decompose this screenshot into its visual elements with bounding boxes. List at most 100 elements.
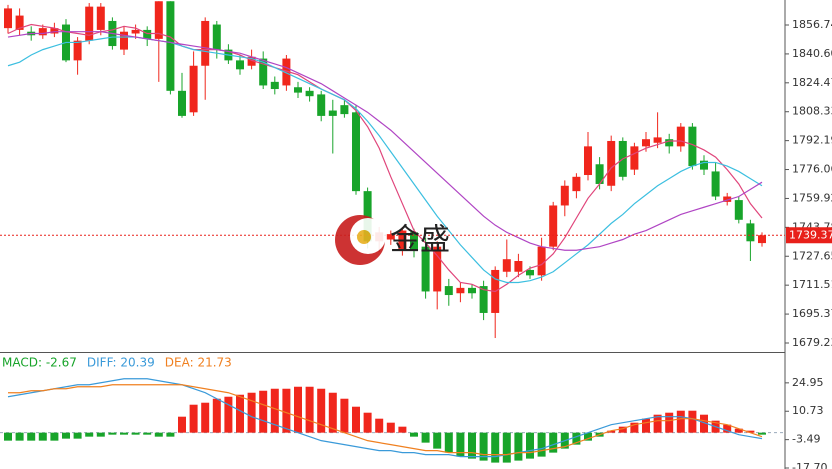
candle-body <box>386 234 395 240</box>
candle-body <box>15 15 24 30</box>
legend-label: DIFF: 20.39 <box>87 356 155 370</box>
macd-bar <box>618 426 627 433</box>
candle-body <box>305 90 314 97</box>
candle-body <box>398 230 407 251</box>
y-tick-label: -17.70 <box>792 461 827 469</box>
candle-body <box>595 164 604 184</box>
candle-body <box>444 286 453 296</box>
macd-line <box>8 384 763 456</box>
macd-bar <box>653 414 662 433</box>
candle-body <box>642 139 650 147</box>
candle-body <box>352 112 360 192</box>
macd-bar <box>328 392 337 433</box>
candle-body <box>50 28 59 34</box>
macd-bar <box>676 410 685 433</box>
y-tick-label: 1776.06 <box>792 163 832 176</box>
macd-bar <box>607 430 616 433</box>
macd-bar <box>120 432 128 435</box>
candle-body <box>665 139 674 147</box>
macd-bar <box>178 416 186 433</box>
macd-bar <box>386 422 395 433</box>
candle-body <box>421 246 430 292</box>
candle-body <box>178 90 186 116</box>
candle-body <box>433 246 442 292</box>
candle-body <box>560 185 569 206</box>
candle-body <box>479 286 488 313</box>
macd-bar <box>340 398 349 433</box>
y-tick-label: 1679.23 <box>792 336 832 349</box>
candle-body <box>73 40 82 61</box>
macd-bar <box>363 412 372 433</box>
macd-bar <box>38 432 47 441</box>
candle-body <box>584 146 592 176</box>
candle-body <box>38 28 47 36</box>
y-tick-label: 1792.19 <box>792 134 832 147</box>
candle-body <box>189 65 198 113</box>
legend-label: DEA: 21.73 <box>165 356 232 370</box>
candle-body <box>537 246 546 276</box>
macd-bar <box>270 388 279 433</box>
candle-body <box>270 81 279 90</box>
candle-body <box>676 126 685 147</box>
macd-bar <box>62 432 70 439</box>
y-tick-label: 10.73 <box>792 404 824 417</box>
candle-body <box>468 287 476 294</box>
macd-bar <box>375 418 384 433</box>
macd-bar <box>352 406 360 433</box>
y-tick-label: 24.95 <box>792 376 824 389</box>
macd-bar <box>630 422 639 433</box>
candle-body <box>131 29 140 34</box>
macd-bar <box>688 410 697 433</box>
macd-bar <box>305 386 314 433</box>
macd-bar <box>665 412 674 433</box>
y-tick-label: 1759.92 <box>792 191 832 204</box>
candle-body <box>166 1 175 91</box>
candle-body <box>502 259 511 272</box>
macd-bar <box>50 432 59 441</box>
macd-bar <box>143 432 152 435</box>
macd-bar <box>549 432 558 453</box>
macd-bar <box>224 396 233 433</box>
candle-body <box>247 56 256 66</box>
macd-bar <box>526 432 534 459</box>
candle-body <box>514 260 523 272</box>
candle-body <box>688 126 697 167</box>
y-tick-label: 1711.51 <box>792 278 832 291</box>
macd-bar <box>85 432 94 437</box>
macd-bar <box>166 432 175 437</box>
macd-bar <box>444 432 453 453</box>
y-tick-label: 1824.47 <box>792 76 832 89</box>
ma-line <box>7 31 763 251</box>
candle-body <box>201 20 210 66</box>
macd-bar <box>154 432 163 437</box>
candle-body <box>120 31 128 50</box>
macd-bar <box>108 432 117 435</box>
candle-body <box>143 29 152 39</box>
macd-bar <box>514 432 523 461</box>
macd-bar <box>15 432 24 441</box>
macd-bar <box>201 402 210 433</box>
candle-body <box>653 137 662 143</box>
macd-bar <box>502 432 511 463</box>
macd-bar <box>4 432 12 441</box>
macd-bar <box>317 388 326 433</box>
macd-bar <box>746 430 755 433</box>
candle-body <box>154 1 163 39</box>
candle-body <box>734 200 743 220</box>
candle-body <box>700 160 708 170</box>
macd-line <box>7 378 763 458</box>
macd-bar <box>700 414 708 433</box>
candle-body <box>723 196 732 202</box>
ma-line <box>7 23 763 293</box>
candle-body <box>96 6 105 30</box>
macd-bar <box>189 404 198 433</box>
candle-body <box>711 171 720 197</box>
candle-body <box>456 287 465 294</box>
legend-label: MACD: -2.67 <box>2 356 77 370</box>
macd-bar <box>27 432 36 441</box>
macd-bar <box>584 432 592 441</box>
candle-body <box>549 205 558 247</box>
candle-body <box>212 24 221 50</box>
candle-body <box>236 60 244 70</box>
